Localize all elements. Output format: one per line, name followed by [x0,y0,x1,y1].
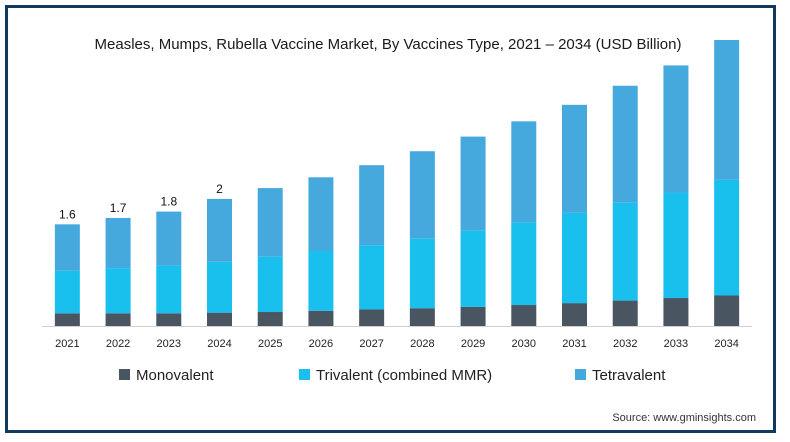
x-tick-label-2034: 2034 [714,338,738,350]
x-tick-label-2022: 2022 [106,338,130,350]
bar-segment-trivalent-combined-mmr-2021 [54,270,80,314]
bar-segment-trivalent-combined-mmr-2022 [105,268,131,314]
legend-swatch-0 [119,369,130,380]
x-tick-label-2033: 2033 [664,338,688,350]
x-tick-label-2027: 2027 [359,338,383,350]
legend-swatch-1 [299,369,310,380]
bar-segment-tetravalent-2024 [207,198,232,262]
chart-frame [5,5,776,433]
x-tick-label-2024: 2024 [207,338,231,350]
x-tick-label-2032: 2032 [613,338,637,350]
bar-segment-tetravalent-2030 [511,121,537,223]
bar-segment-tetravalent-2028 [409,151,435,239]
bar-segment-tetravalent-2025 [257,188,283,257]
bar-segment-trivalent-combined-mmr-2024 [207,261,232,313]
bar-segment-trivalent-combined-mmr-2028 [409,238,435,309]
legend-label-0: Monovalent [136,367,214,384]
bar-segment-tetravalent-2022 [105,217,131,269]
bar-segment-trivalent-combined-mmr-2027 [359,245,385,310]
bar-segment-monovalent-2024 [207,312,232,326]
bar-segment-monovalent-2026 [308,310,334,326]
bar-segment-tetravalent-2031 [562,104,587,213]
bar-segment-monovalent-2023 [156,313,182,326]
data-label-2024: 2 [216,182,223,196]
x-tick-label-2026: 2026 [309,338,333,350]
data-label-2021: 1.6 [59,207,76,221]
bar-segment-tetravalent-2033 [663,65,689,193]
x-tick-label-2029: 2029 [461,338,485,350]
bar-segment-trivalent-combined-mmr-2030 [511,222,537,306]
source-note: Source: www.gminsights.com [612,412,756,424]
bar-segment-trivalent-combined-mmr-2025 [257,256,283,313]
data-label-2023: 1.8 [160,195,177,209]
x-tick-label-2031: 2031 [562,338,586,350]
bar-segment-trivalent-combined-mmr-2023 [156,265,182,314]
bar-segment-monovalent-2029 [460,306,486,326]
bar-segment-monovalent-2027 [359,309,385,326]
bar-segment-tetravalent-2026 [308,177,334,252]
bar-segment-tetravalent-2032 [612,85,638,203]
bar-segment-tetravalent-2021 [54,224,80,271]
x-tick-label-2023: 2023 [157,338,181,350]
legend-label-1: Trivalent (combined MMR) [316,367,492,384]
bar-segment-monovalent-2022 [105,313,131,326]
legend-label-2: Tetravalent [592,367,666,384]
x-tick-label-2021: 2021 [55,338,79,350]
bar-segment-tetravalent-2034 [714,40,740,180]
x-tick-label-2030: 2030 [512,338,536,350]
chart-title: Measles, Mumps, Rubella Vaccine Market, … [94,36,682,53]
legend-swatch-2 [575,369,586,380]
bar-segment-tetravalent-2027 [359,165,385,246]
bar-segment-tetravalent-2029 [460,136,486,231]
bar-segment-monovalent-2025 [257,312,283,326]
bar-segment-monovalent-2021 [54,313,80,326]
bar-segment-trivalent-combined-mmr-2031 [562,212,587,304]
bar-segment-monovalent-2034 [714,295,740,326]
bar-segment-trivalent-combined-mmr-2033 [663,192,689,299]
x-tick-label-2025: 2025 [258,338,282,350]
bar-segment-trivalent-combined-mmr-2029 [460,230,486,307]
bar-segment-monovalent-2031 [562,303,587,326]
data-label-2022: 1.7 [110,201,127,215]
bar-segment-monovalent-2028 [409,308,435,326]
x-tick-label-2028: 2028 [410,338,434,350]
bar-segment-trivalent-combined-mmr-2034 [714,179,740,296]
bar-segment-monovalent-2030 [511,305,537,326]
bar-segment-monovalent-2033 [663,298,689,326]
bar-segment-trivalent-combined-mmr-2026 [308,251,334,311]
bar-segment-monovalent-2032 [612,300,638,326]
bar-segment-trivalent-combined-mmr-2032 [612,202,638,301]
bar-segment-tetravalent-2023 [156,211,182,266]
